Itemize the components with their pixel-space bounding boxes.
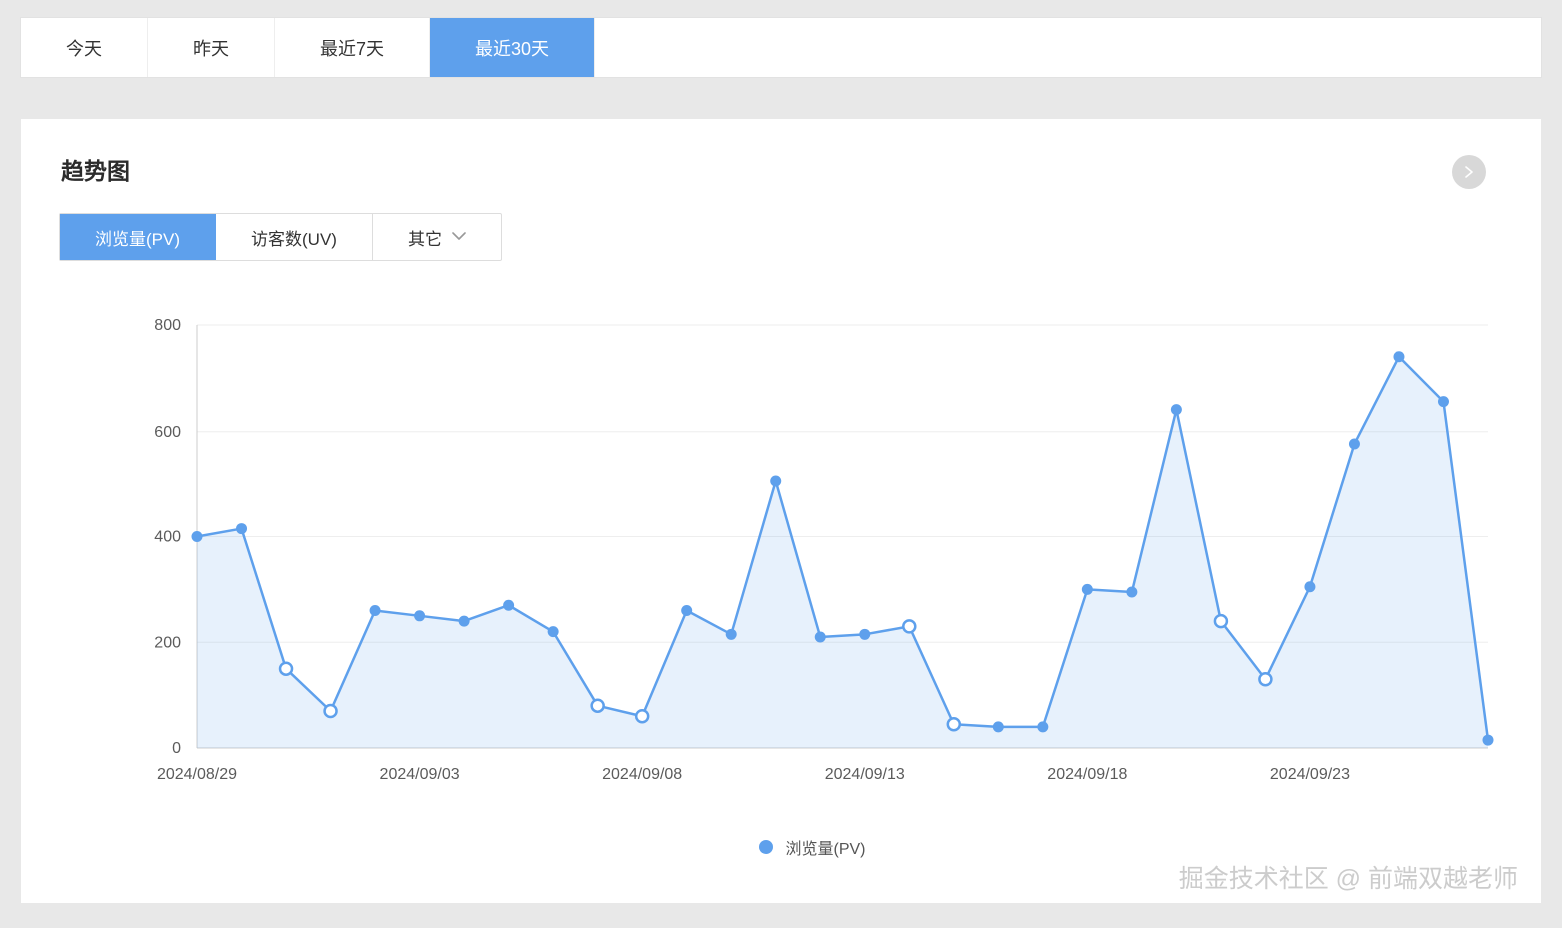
svg-text:400: 400 [154,529,181,546]
svg-text:0: 0 [172,740,181,757]
svg-text:2024/09/18: 2024/09/18 [1047,766,1127,783]
svg-text:800: 800 [154,317,181,334]
svg-text:200: 200 [154,634,181,651]
svg-text:2024/09/08: 2024/09/08 [602,766,682,783]
svg-text:2024/09/13: 2024/09/13 [825,766,905,783]
svg-text:2024/08/29: 2024/08/29 [157,766,237,783]
svg-text:2024/09/03: 2024/09/03 [380,766,460,783]
svg-text:600: 600 [154,424,181,441]
svg-text:2024/09/23: 2024/09/23 [1270,766,1350,783]
